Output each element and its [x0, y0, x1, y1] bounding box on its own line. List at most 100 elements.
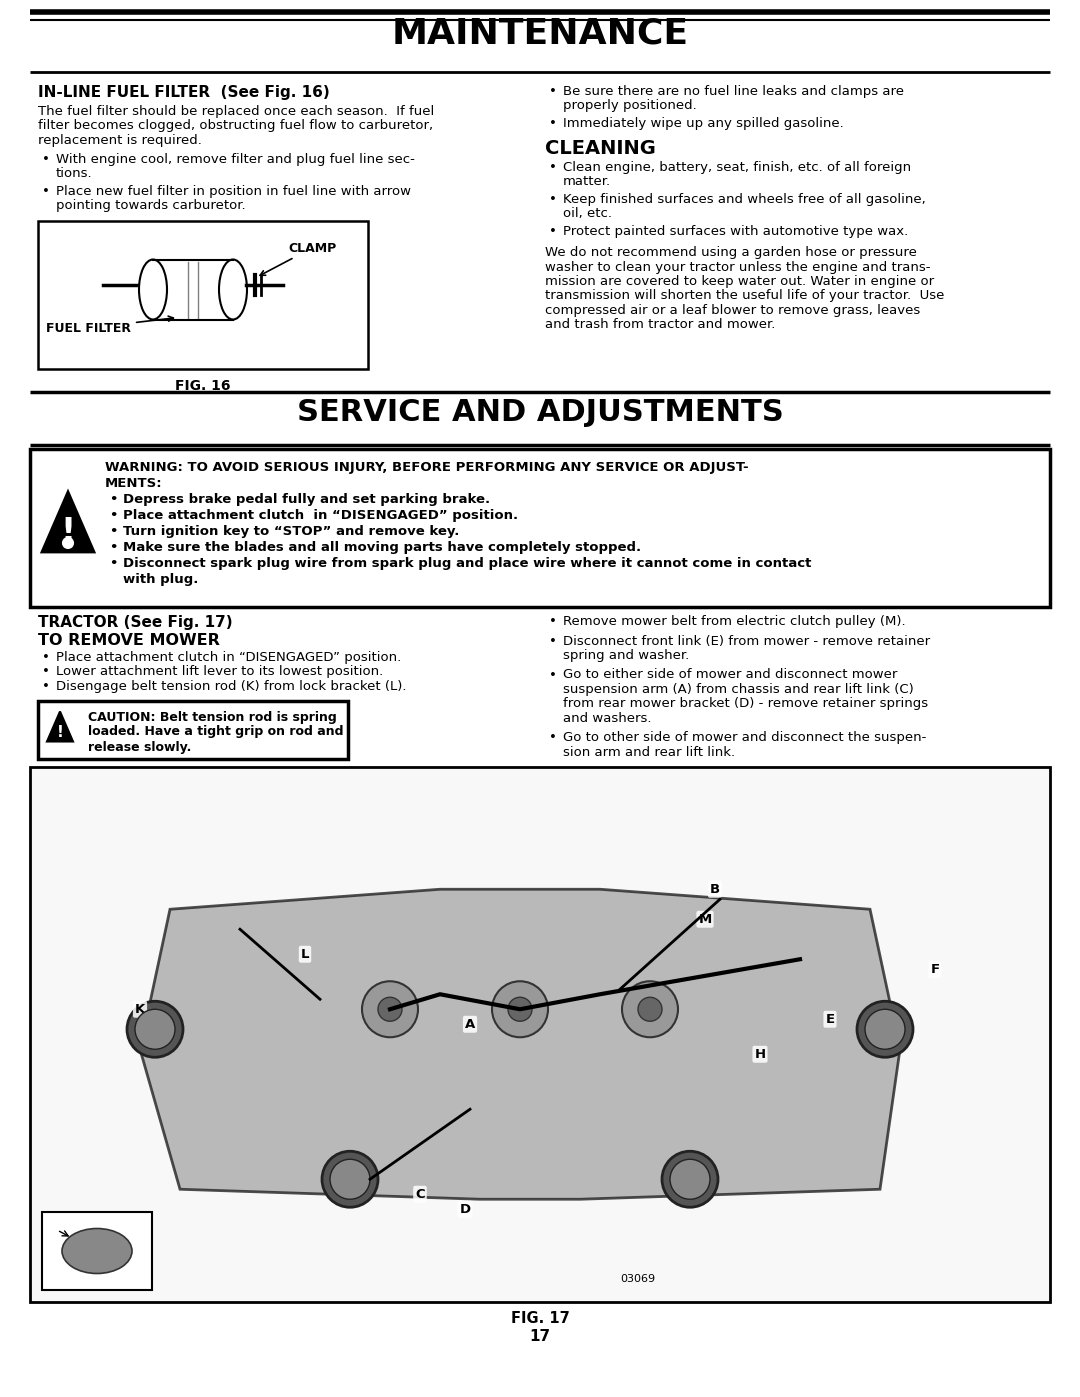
Text: TO REMOVE MOWER: TO REMOVE MOWER	[38, 633, 220, 648]
Text: and washers.: and washers.	[563, 712, 651, 725]
Text: CAUTION: Belt tension rod is spring: CAUTION: Belt tension rod is spring	[87, 711, 337, 724]
Text: K: K	[135, 1003, 145, 1016]
Circle shape	[362, 981, 418, 1037]
Text: FUEL FILTER: FUEL FILTER	[46, 316, 174, 334]
Text: from rear mower bracket (D) - remove retainer springs: from rear mower bracket (D) - remove ret…	[563, 697, 928, 711]
Text: F: F	[931, 963, 940, 975]
Text: •: •	[42, 680, 50, 693]
Text: Protect painted surfaces with automotive type wax.: Protect painted surfaces with automotive…	[563, 225, 908, 237]
Text: TRACTOR (See Fig. 17): TRACTOR (See Fig. 17)	[38, 615, 232, 630]
Text: MENTS:: MENTS:	[105, 476, 163, 490]
Text: Lower attachment lift lever to its lowest position.: Lower attachment lift lever to its lowes…	[56, 665, 383, 679]
Text: •: •	[109, 557, 118, 570]
Text: with plug.: with plug.	[123, 573, 199, 585]
Text: MAINTENANCE: MAINTENANCE	[391, 17, 689, 52]
Bar	[38, 700, 348, 759]
Bar	[153, 260, 233, 320]
Circle shape	[378, 997, 402, 1021]
Text: FIG. 16: FIG. 16	[175, 379, 231, 393]
Text: loaded. Have a tight grip on rod and: loaded. Have a tight grip on rod and	[87, 725, 343, 739]
Ellipse shape	[62, 1228, 132, 1274]
Text: •: •	[109, 509, 118, 522]
Text: 03069: 03069	[620, 1274, 656, 1284]
Text: Place attachment clutch in “DISENGAGED” position.: Place attachment clutch in “DISENGAGED” …	[56, 651, 402, 664]
Circle shape	[622, 981, 678, 1037]
Text: 17: 17	[529, 1329, 551, 1344]
Text: Turn ignition key to “STOP” and remove key.: Turn ignition key to “STOP” and remove k…	[123, 525, 459, 538]
Text: matter.: matter.	[563, 175, 611, 189]
Circle shape	[508, 997, 532, 1021]
Text: •: •	[549, 161, 557, 173]
Text: •: •	[549, 193, 557, 205]
Text: Be sure there are no fuel line leaks and clamps are: Be sure there are no fuel line leaks and…	[563, 85, 904, 98]
Text: compressed air or a leaf blower to remove grass, leaves: compressed air or a leaf blower to remov…	[545, 305, 920, 317]
Text: CLAMP: CLAMP	[260, 242, 336, 275]
Text: and trash from tractor and mower.: and trash from tractor and mower.	[545, 319, 775, 331]
Bar	[38, 221, 368, 369]
Text: Keep finished surfaces and wheels free of all gasoline,: Keep finished surfaces and wheels free o…	[563, 193, 926, 205]
Polygon shape	[48, 711, 73, 742]
Text: Place attachment clutch  in “DISENGAGED” position.: Place attachment clutch in “DISENGAGED” …	[123, 509, 518, 522]
Text: washer to clean your tractor unless the engine and trans-: washer to clean your tractor unless the …	[545, 260, 931, 274]
Ellipse shape	[219, 260, 247, 320]
Text: !: !	[56, 725, 64, 740]
Text: •: •	[42, 651, 50, 664]
Text: •: •	[109, 541, 118, 555]
Circle shape	[865, 1009, 905, 1049]
Text: oil, etc.: oil, etc.	[563, 207, 612, 219]
Text: The fuel filter should be replaced once each season.  If fuel: The fuel filter should be replaced once …	[38, 105, 434, 117]
Circle shape	[662, 1151, 718, 1207]
Circle shape	[135, 1009, 175, 1049]
Text: D: D	[459, 1203, 471, 1215]
Text: H: H	[755, 1048, 766, 1060]
Circle shape	[858, 1002, 913, 1058]
Text: release slowly.: release slowly.	[87, 740, 191, 753]
Bar	[42, 1213, 152, 1289]
Text: IN-LINE FUEL FILTER  (See Fig. 16): IN-LINE FUEL FILTER (See Fig. 16)	[38, 85, 329, 101]
Text: Make sure the blades and all moving parts have completely stopped.: Make sure the blades and all moving part…	[123, 541, 642, 555]
Text: spring and washer.: spring and washer.	[563, 650, 689, 662]
Text: tions.: tions.	[56, 168, 93, 180]
Text: B: B	[710, 883, 720, 895]
Text: sion arm and rear lift link.: sion arm and rear lift link.	[563, 746, 735, 759]
Text: Go to either side of mower and disconnect mower: Go to either side of mower and disconnec…	[563, 669, 897, 682]
Text: Place new fuel filter in position in fuel line with arrow: Place new fuel filter in position in fue…	[56, 184, 411, 197]
Text: •: •	[549, 732, 557, 745]
Text: SERVICE AND ADJUSTMENTS: SERVICE AND ADJUSTMENTS	[297, 398, 783, 427]
Text: We do not recommend using a garden hose or pressure: We do not recommend using a garden hose …	[545, 246, 917, 258]
Polygon shape	[140, 890, 900, 1199]
Text: •: •	[549, 615, 557, 629]
Text: C: C	[415, 1187, 424, 1201]
Text: L: L	[300, 947, 309, 961]
Text: Immediately wipe up any spilled gasoline.: Immediately wipe up any spilled gasoline…	[563, 117, 843, 130]
Text: •: •	[549, 117, 557, 130]
Circle shape	[63, 538, 73, 548]
Ellipse shape	[139, 260, 167, 320]
Text: replacement is required.: replacement is required.	[38, 134, 202, 147]
Circle shape	[127, 1002, 183, 1058]
Text: •: •	[109, 525, 118, 538]
Circle shape	[330, 1160, 370, 1199]
Text: •: •	[42, 665, 50, 679]
Text: •: •	[42, 184, 50, 197]
Text: Go to other side of mower and disconnect the suspen-: Go to other side of mower and disconnect…	[563, 732, 927, 745]
Text: •: •	[549, 225, 557, 237]
Circle shape	[492, 981, 548, 1037]
Text: filter becomes clogged, obstructing fuel flow to carburetor,: filter becomes clogged, obstructing fuel…	[38, 120, 433, 133]
Text: •: •	[549, 669, 557, 682]
Text: CLEANING: CLEANING	[545, 138, 656, 158]
Text: !: !	[60, 517, 76, 549]
Text: Remove mower belt from electric clutch pulley (M).: Remove mower belt from electric clutch p…	[563, 615, 906, 629]
Text: •: •	[42, 152, 50, 165]
Text: WARNING: TO AVOID SERIOUS INJURY, BEFORE PERFORMING ANY SERVICE OR ADJUST-: WARNING: TO AVOID SERIOUS INJURY, BEFORE…	[105, 461, 748, 474]
Bar	[30, 448, 1050, 608]
Text: mission are covered to keep water out. Water in engine or: mission are covered to keep water out. W…	[545, 275, 934, 288]
Text: •: •	[549, 634, 557, 647]
Text: With engine cool, remove filter and plug fuel line sec-: With engine cool, remove filter and plug…	[56, 152, 415, 165]
Circle shape	[670, 1160, 710, 1199]
Text: •: •	[549, 85, 557, 98]
Text: Disconnect front link (E) from mower - remove retainer: Disconnect front link (E) from mower - r…	[563, 634, 930, 647]
Text: A: A	[464, 1018, 475, 1031]
Text: •: •	[109, 493, 118, 506]
Circle shape	[322, 1151, 378, 1207]
